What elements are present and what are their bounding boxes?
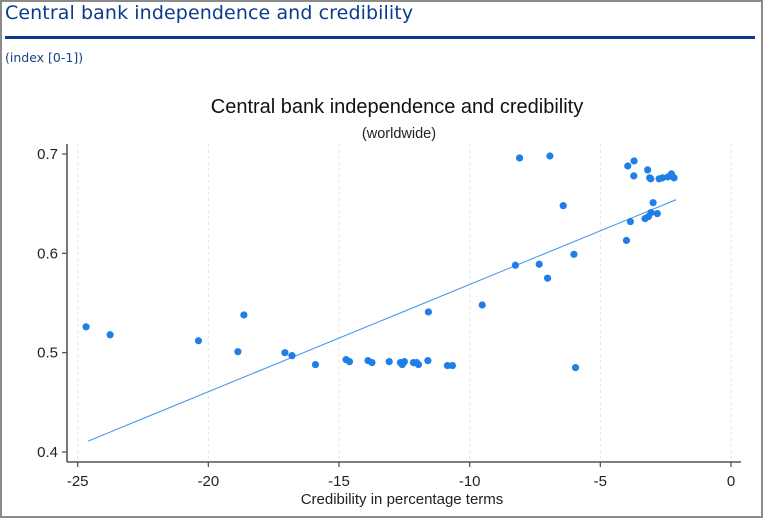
data-point	[234, 348, 242, 356]
data-point	[570, 250, 578, 258]
x-tick-label: -20	[198, 473, 220, 490]
data-point	[82, 323, 90, 331]
y-tick-label: 0.4	[37, 444, 58, 461]
data-point	[385, 358, 393, 366]
x-axis-label: Credibility in percentage terms	[301, 491, 504, 508]
chart-title: Central bank independence and credibilit…	[211, 96, 583, 118]
data-point	[622, 236, 631, 245]
data-point	[311, 360, 320, 369]
data-point	[288, 352, 296, 360]
y-tick-label: 0.6	[37, 245, 58, 262]
data-point	[546, 152, 554, 160]
data-point	[413, 359, 421, 367]
y-tick-label: 0.7	[37, 146, 58, 163]
x-tick-label: 0	[727, 473, 735, 490]
data-point	[535, 260, 543, 268]
points	[82, 152, 678, 372]
data-point	[630, 172, 638, 180]
data-point	[448, 361, 457, 370]
title-rule	[5, 36, 755, 39]
data-point	[571, 363, 580, 372]
x-tick-label: -5	[594, 473, 607, 490]
data-point	[281, 349, 289, 357]
data-point	[630, 157, 638, 165]
data-point	[647, 175, 655, 183]
data-point	[647, 209, 655, 217]
fit-line-group	[87, 199, 677, 442]
data-point	[240, 311, 248, 319]
y-tick-label: 0.5	[37, 345, 58, 362]
data-point	[424, 357, 432, 365]
data-point	[424, 308, 432, 316]
fit-line	[87, 199, 677, 442]
x-tick-label: -10	[459, 473, 481, 490]
data-point	[658, 174, 667, 182]
data-point	[626, 217, 634, 226]
data-point	[194, 337, 203, 345]
data-point	[398, 360, 406, 369]
data-point	[368, 359, 376, 367]
data-point	[515, 154, 524, 162]
data-point	[559, 202, 567, 210]
data-point	[543, 274, 552, 282]
data-point	[106, 331, 114, 339]
page-title: Central bank independence and credibilit…	[5, 2, 414, 24]
page-subtitle: (index [0-1])	[5, 50, 84, 65]
data-point	[670, 174, 678, 182]
data-point	[644, 166, 652, 174]
data-point	[478, 301, 486, 309]
grid	[77, 144, 732, 462]
axes: -25 -20 -15 -10 -5 0 0.4 0.5 0.6 0.7	[37, 144, 741, 490]
data-point	[653, 210, 661, 218]
data-point	[443, 361, 452, 370]
data-point	[345, 358, 354, 366]
data-point	[649, 199, 657, 207]
data-point	[511, 261, 520, 269]
chart-subtitle: (worldwide)	[362, 126, 436, 142]
x-tick-label: -15	[328, 473, 350, 490]
x-tick-label: -25	[67, 473, 89, 490]
data-point	[624, 162, 632, 170]
